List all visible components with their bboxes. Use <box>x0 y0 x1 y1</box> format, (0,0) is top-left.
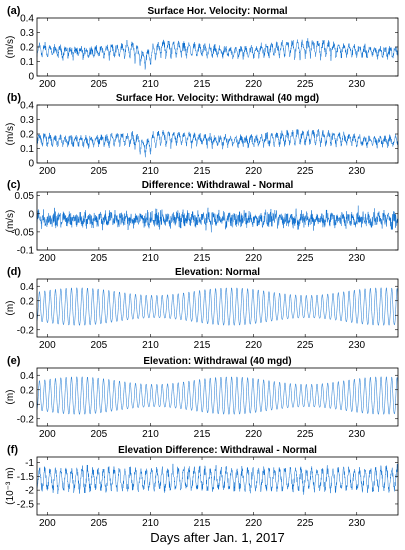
y-tick-label: -0.05 <box>11 227 34 238</box>
y-tick-label: -0.1 <box>17 246 35 257</box>
x-tick-label: 220 <box>245 429 262 440</box>
y-tick-label: 0.1 <box>20 144 34 155</box>
panel-title: Surface Hor. Velocity: Withdrawal (40 mg… <box>116 93 319 104</box>
y-tick-label: 0.2 <box>20 296 34 307</box>
plot-frame <box>36 456 399 516</box>
x-tick-label: 210 <box>142 79 159 90</box>
x-tick-label: 230 <box>348 166 365 177</box>
y-tick-label: 0 <box>28 209 34 220</box>
x-tick-label: 210 <box>142 340 159 351</box>
x-tick-label: 205 <box>91 340 108 351</box>
x-tick-label: 210 <box>142 518 159 529</box>
x-tick-label: 200 <box>39 340 56 351</box>
plot-frame <box>36 367 399 427</box>
y-tick-label: 0.4 <box>20 14 34 25</box>
panel-letter: (e) <box>7 355 21 367</box>
x-tick-label: 210 <box>142 166 159 177</box>
x-tick-label: 200 <box>39 429 56 440</box>
y-tick-label: 0.3 <box>20 115 34 126</box>
panel-letter: (d) <box>7 266 21 278</box>
y-tick-label: 0.1 <box>20 57 34 68</box>
y-tick-label: -1 <box>25 458 34 469</box>
x-tick-label: 220 <box>245 340 262 351</box>
x-tick-label: 215 <box>194 340 211 351</box>
panel-letter: (a) <box>7 5 21 17</box>
x-tick-label: 230 <box>348 429 365 440</box>
y-axis-label: (m/s) <box>5 210 16 233</box>
panel-title: Elevation Difference: Withdrawal - Norma… <box>118 445 317 456</box>
series-line <box>36 376 399 415</box>
series-line <box>36 128 399 158</box>
plot-frame <box>36 278 399 338</box>
x-tick-label: 200 <box>39 166 56 177</box>
x-tick-label: 205 <box>91 518 108 529</box>
x-tick-label: 215 <box>194 518 211 529</box>
panel-letter: (c) <box>7 179 21 191</box>
series-line <box>36 287 399 326</box>
x-tick-label: 220 <box>245 518 262 529</box>
x-tick-label: 220 <box>245 79 262 90</box>
y-tick-label: 0.05 <box>15 191 35 202</box>
x-tick-label: 230 <box>348 518 365 529</box>
x-tick-label: 215 <box>194 253 211 264</box>
y-axis-label: (m) <box>5 301 16 316</box>
x-tick-label: 220 <box>245 253 262 264</box>
y-tick-label: 0 <box>28 311 34 322</box>
x-tick-label: 200 <box>39 79 56 90</box>
x-axis-title: Days after Jan. 1, 2017 <box>150 530 284 545</box>
x-tick-label: 200 <box>39 253 56 264</box>
y-tick-label: 0.4 <box>20 371 34 382</box>
x-tick-label: 205 <box>91 253 108 264</box>
panel-title: Elevation: Withdrawal (40 mgd) <box>143 356 291 367</box>
x-tick-label: 205 <box>91 166 108 177</box>
y-tick-label: -1.5 <box>17 472 35 483</box>
plot-frame <box>36 191 399 251</box>
x-tick-label: 215 <box>194 79 211 90</box>
y-tick-label: -2 <box>25 486 34 497</box>
y-tick-label: 0.2 <box>20 130 34 141</box>
y-axis-label: (m) <box>5 390 16 405</box>
series-line <box>36 463 399 495</box>
y-tick-label: 0.3 <box>20 28 34 39</box>
y-tick-label: 0 <box>28 400 34 411</box>
panel-title: Surface Hor. Velocity: Normal <box>147 6 287 17</box>
series-line <box>36 38 399 70</box>
panel-title: Elevation: Normal <box>175 267 260 278</box>
x-tick-label: 225 <box>297 429 314 440</box>
x-tick-label: 230 <box>348 79 365 90</box>
x-tick-label: 230 <box>348 340 365 351</box>
y-axis-label: (m/s) <box>5 123 16 146</box>
y-tick-label: 0.4 <box>20 282 34 293</box>
y-tick-label: 0.4 <box>20 101 34 112</box>
x-tick-label: 225 <box>297 79 314 90</box>
x-tick-label: 225 <box>297 340 314 351</box>
x-tick-label: 210 <box>142 253 159 264</box>
y-tick-label: 0 <box>28 159 34 170</box>
y-tick-label: 0.2 <box>20 385 34 396</box>
x-tick-label: 225 <box>297 166 314 177</box>
y-axis-label: (m/s) <box>5 36 16 59</box>
x-tick-label: 230 <box>348 253 365 264</box>
x-tick-label: 220 <box>245 166 262 177</box>
y-axis-label: (10⁻³ m) <box>5 467 16 505</box>
y-tick-label: -2.5 <box>17 499 35 510</box>
x-tick-label: 205 <box>91 429 108 440</box>
x-tick-label: 215 <box>194 429 211 440</box>
panel-title: Difference: Withdrawal - Normal <box>142 180 294 191</box>
x-tick-label: 200 <box>39 518 56 529</box>
x-tick-label: 225 <box>297 253 314 264</box>
y-tick-label: -0.2 <box>17 414 35 425</box>
x-tick-label: 210 <box>142 429 159 440</box>
x-tick-label: 205 <box>91 79 108 90</box>
y-tick-label: 0 <box>28 72 34 83</box>
y-tick-label: -0.2 <box>17 325 35 336</box>
series-line <box>36 205 399 233</box>
y-tick-label: 0.2 <box>20 43 34 54</box>
x-tick-label: 215 <box>194 166 211 177</box>
x-tick-label: 225 <box>297 518 314 529</box>
panel-letter: (b) <box>7 92 21 104</box>
panel-letter: (f) <box>7 444 18 456</box>
